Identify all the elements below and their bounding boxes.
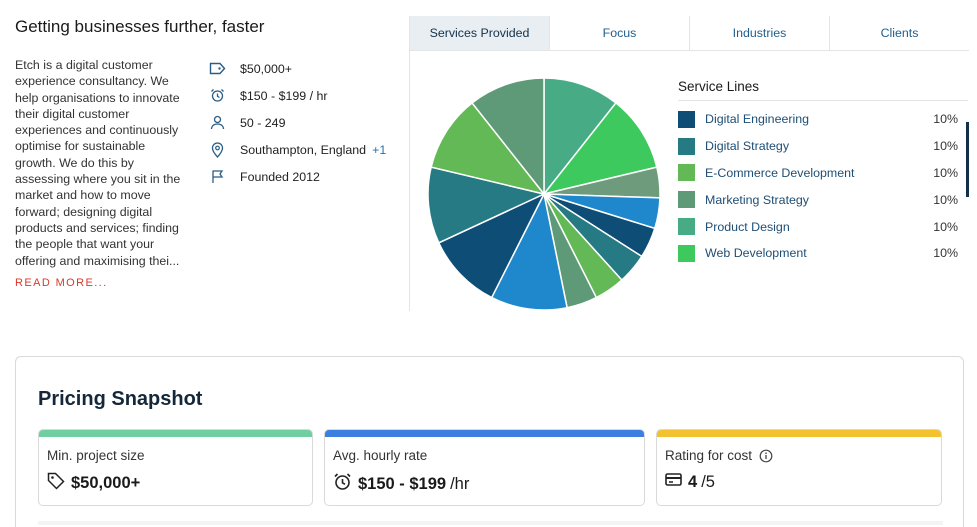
card-accent-bar <box>39 430 312 437</box>
legend-swatch <box>678 218 695 236</box>
read-more-link[interactable]: READ MORE... <box>15 277 108 289</box>
cost-rating-score: 4 <box>688 472 698 491</box>
legend-label: Digital Strategy <box>705 139 790 154</box>
legend-item[interactable]: E-Commerce Development 10% <box>678 160 968 187</box>
pricing-divider <box>38 521 943 525</box>
tab-focus[interactable]: Focus <box>550 16 690 50</box>
pie-slice[interactable] <box>437 192 546 299</box>
legend-swatch <box>678 110 695 128</box>
card-label: Min. project size <box>47 448 145 463</box>
legend-percentage: 10% <box>933 139 958 154</box>
info-icon[interactable] <box>759 449 773 463</box>
company-description: Etch is a digital customer experience co… <box>15 58 181 268</box>
legend-swatch <box>678 191 695 209</box>
pricing-snapshot: Pricing Snapshot Min. project size $50,0… <box>15 356 964 527</box>
legend-item[interactable]: Web Development 10% <box>678 240 968 267</box>
employees-value: 50 - 249 <box>240 115 286 130</box>
company-profile: Getting businesses further, faster <box>15 17 400 37</box>
tab-services-provided[interactable]: Services Provided <box>410 16 550 50</box>
legend-percentage: 10% <box>933 165 958 180</box>
legend-item[interactable]: Digital Engineering 10% <box>678 106 968 133</box>
service-pie-chart <box>427 77 661 316</box>
service-tabs: Services Provided Focus Industries Clien… <box>410 16 969 51</box>
fact-hourly-rate: $150 - $199 / hr <box>209 82 404 109</box>
legend-label: Web Development <box>705 246 807 261</box>
fact-employees: 50 - 249 <box>209 109 404 136</box>
card-value: $150 - $199 /hr <box>333 472 469 496</box>
pie-slice[interactable] <box>430 101 546 196</box>
legend-swatch <box>678 244 695 262</box>
pie-slice[interactable] <box>427 166 547 244</box>
pie-slice[interactable] <box>471 77 545 197</box>
service-lines-legend: Service Lines Digital Engineering 10% Digi… <box>678 79 968 267</box>
fact-location: Southampton, England +1 <box>209 136 404 163</box>
credit-card-icon <box>665 472 682 492</box>
legend-swatch <box>678 164 695 182</box>
card-value: $50,000+ <box>47 472 140 495</box>
location-pin-icon <box>209 141 226 158</box>
card-value: 4 /5 <box>665 472 715 492</box>
legend-percentage: 10% <box>933 112 958 127</box>
hourly-rate-amount: $150 - $199 <box>358 474 447 493</box>
legend-title: Service Lines <box>678 79 968 101</box>
services-panel: Services Provided Focus Industries Clien… <box>409 16 969 311</box>
cost-rating-card: Rating for cost 4 /5 <box>656 429 942 506</box>
tab-clients[interactable]: Clients <box>880 26 919 40</box>
min-project-amount: $50,000+ <box>71 474 141 492</box>
card-accent-bar <box>325 430 644 437</box>
card-label: Avg. hourly rate <box>333 448 428 463</box>
pie-slice[interactable] <box>542 101 658 196</box>
location-value: Southampton, England <box>240 142 367 157</box>
legend-label: Marketing Strategy <box>705 192 809 207</box>
min-project-card: Min. project size $50,000+ <box>38 429 313 506</box>
legend-item[interactable]: Product Design 10% <box>678 213 968 240</box>
hourly-rate-value: $150 - $199 / hr <box>240 88 328 103</box>
legend-label: Product Design <box>705 219 790 234</box>
pricing-title: Pricing Snapshot <box>38 388 203 410</box>
card-accent-bar <box>657 430 941 437</box>
legend-label: E-Commerce Development <box>705 165 855 180</box>
legend-swatch <box>678 137 695 155</box>
fact-min-project: $50,000+ <box>209 55 404 82</box>
company-facts: $50,000+ $150 - $199 / hr 50 - 249 South… <box>209 55 404 190</box>
legend-item[interactable]: Digital Strategy 10% <box>678 133 968 160</box>
tag-icon <box>47 472 65 495</box>
card-label: Rating for cost <box>665 448 773 463</box>
tab-industries[interactable]: Industries <box>690 16 830 50</box>
legend-scrollbar[interactable] <box>966 122 969 197</box>
alarm-clock-icon <box>209 87 226 104</box>
legend-label: Digital Engineering <box>705 112 810 127</box>
company-headline: Getting businesses further, faster <box>15 17 265 36</box>
legend-item[interactable]: Marketing Strategy 10% <box>678 186 968 213</box>
legend-percentage: 10% <box>933 246 958 261</box>
cost-rating-label: Rating for cost <box>665 448 753 463</box>
fact-founded: Founded 2012 <box>209 163 404 190</box>
legend-percentage: 10% <box>933 192 958 207</box>
founded-value: Founded 2012 <box>240 169 320 184</box>
person-icon <box>209 114 226 131</box>
pie-slice[interactable] <box>490 191 568 311</box>
flag-icon <box>209 168 226 185</box>
min-project-value: $50,000+ <box>240 61 293 76</box>
hourly-rate-card: Avg. hourly rate $150 - $199 /hr <box>324 429 645 506</box>
legend-percentage: 10% <box>933 219 958 234</box>
hourly-rate-unit: /hr <box>450 474 470 493</box>
cost-rating-scale: /5 <box>701 472 715 491</box>
tag-icon <box>209 60 226 77</box>
location-more-link[interactable]: +1 <box>372 142 387 157</box>
pie-slice[interactable] <box>543 77 617 197</box>
alarm-clock-icon <box>333 472 352 496</box>
